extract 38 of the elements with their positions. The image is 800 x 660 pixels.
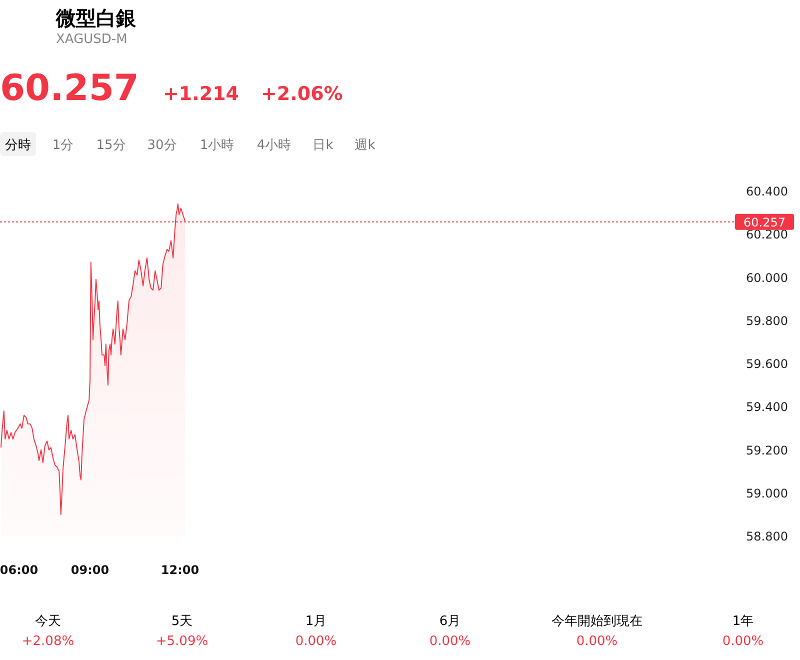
text: 4小時	[256, 138, 292, 153]
chart-subtitle: XAGUSD-M	[56, 32, 128, 47]
y-tick-label: 60.000	[746, 270, 788, 285]
text: 0.00%	[576, 634, 618, 649]
text: 分時	[5, 138, 31, 153]
text: +5.09%	[156, 634, 208, 649]
y-tick-label: 60.400	[746, 184, 788, 198]
y-tick-label: 60.200	[746, 228, 788, 242]
ref-line-label: 60.257	[744, 215, 786, 230]
text: 1月	[305, 614, 327, 629]
x-tick-label: 09:00	[70, 563, 110, 577]
text: +2.08%	[22, 634, 74, 649]
text: 0.00%	[295, 634, 337, 649]
text: 今天	[35, 614, 61, 629]
text: 今年開始到現在	[552, 614, 642, 629]
y-tick-label: 59.000	[746, 486, 788, 500]
text: 日k	[312, 138, 334, 153]
text: 1年	[732, 614, 754, 629]
text: 1分	[52, 138, 74, 153]
text: 5天	[171, 614, 193, 629]
text: +1.214	[163, 83, 240, 105]
y-tick-label: 58.800	[746, 530, 788, 544]
y-tick-label: 59.400	[746, 400, 788, 414]
text: 30分	[147, 138, 177, 153]
text: 0.00%	[429, 634, 471, 649]
text: 15分	[96, 138, 126, 153]
y-tick-label: 59.200	[746, 443, 788, 458]
text: 6月	[439, 614, 461, 629]
y-tick-label: 59.800	[746, 314, 788, 328]
chart-title: 微型白銀	[55, 6, 137, 30]
text: 週k	[354, 138, 376, 153]
y-tick-label: 59.600	[746, 357, 788, 371]
x-tick-label: 06:00	[0, 563, 38, 577]
x-tick-label: 12:00	[160, 563, 200, 577]
text: 1小時	[200, 138, 234, 153]
text: 60.257	[0, 68, 139, 109]
text: 0.00%	[722, 634, 764, 649]
text: +2.06%	[261, 83, 343, 105]
